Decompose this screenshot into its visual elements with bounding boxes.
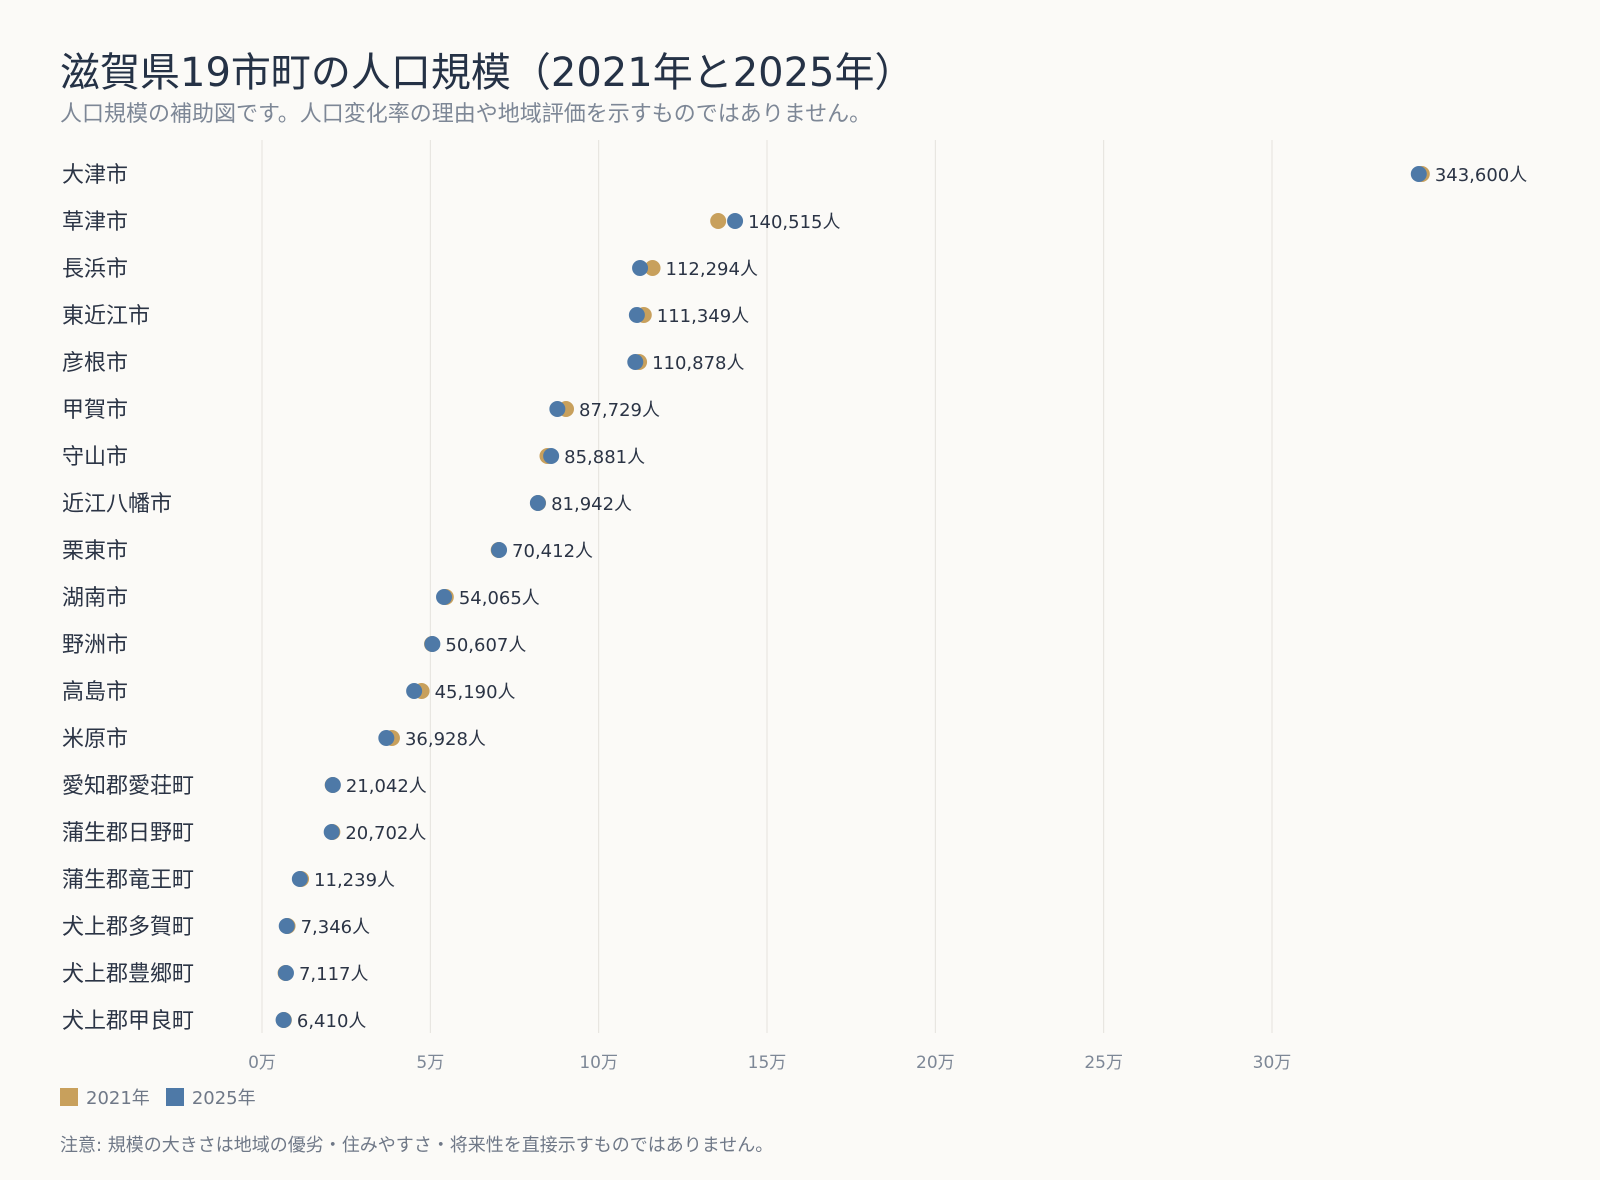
point-2025	[323, 824, 340, 840]
data-label: 70,412人	[512, 541, 593, 562]
data-label: 36,928人	[405, 729, 486, 750]
y-category-label: 犬上郡多賀町	[62, 915, 194, 940]
y-category-label: 犬上郡甲良町	[62, 1009, 194, 1034]
y-category-label: 犬上郡豊郷町	[62, 962, 194, 987]
y-category-label: 栗東市	[62, 539, 128, 564]
point-2025	[436, 589, 453, 605]
point-2021	[644, 260, 661, 276]
data-label: 343,600人	[1435, 165, 1527, 186]
point-2025	[278, 918, 295, 934]
point-2025	[727, 213, 744, 229]
y-category-label: 甲賀市	[62, 398, 128, 423]
legend: 2021年 2025年	[60, 1084, 272, 1110]
legend-label-2025: 2025年	[191, 1088, 256, 1109]
data-label: 7,117人	[299, 964, 369, 985]
y-category-label: 草津市	[62, 210, 128, 235]
point-2025	[543, 448, 560, 464]
y-category-label: 蒲生郡竜王町	[62, 868, 194, 893]
y-category-label: 愛知郡愛荘町	[62, 774, 194, 799]
point-2025	[275, 1012, 292, 1028]
point-2025	[277, 965, 294, 981]
point-2025	[424, 636, 441, 652]
data-label: 87,729人	[579, 400, 660, 421]
data-label: 54,065人	[459, 588, 540, 609]
chart-subtitle: 人口規模の補助図です。人口変化率の理由や地域評価を示すものではありません。	[60, 102, 872, 127]
point-2025	[324, 777, 341, 793]
y-category-label: 高島市	[62, 680, 128, 705]
y-category-label: 野洲市	[62, 633, 128, 658]
y-category-label: 東近江市	[62, 304, 150, 329]
data-label: 112,294人	[666, 259, 758, 280]
data-label: 50,607人	[445, 635, 526, 656]
data-label: 110,878人	[652, 353, 744, 374]
x-tick-label: 25万	[1084, 1053, 1123, 1073]
legend-item-2025: 2025年	[165, 1084, 256, 1110]
y-category-label: 米原市	[62, 727, 128, 752]
y-category-label: 長浜市	[62, 257, 128, 282]
y-category-label: 湖南市	[62, 586, 128, 611]
point-2025	[549, 401, 566, 417]
point-2025	[491, 542, 508, 558]
point-2025	[627, 354, 644, 370]
data-label: 85,881人	[564, 447, 645, 468]
legend-swatch-2021	[60, 1088, 78, 1106]
data-label: 20,702人	[345, 823, 426, 844]
data-label: 140,515人	[748, 212, 840, 233]
x-tick-label: 20万	[916, 1053, 955, 1073]
y-category-label: 近江八幡市	[62, 492, 172, 517]
data-label: 21,042人	[346, 776, 427, 797]
x-tick-label: 10万	[579, 1053, 618, 1073]
point-2025	[406, 683, 423, 699]
data-label: 6,410人	[297, 1011, 367, 1032]
point-2025	[291, 871, 308, 887]
chart-title: 滋賀県19市町の人口規模（2021年と2025年）	[60, 50, 915, 96]
data-label: 7,346人	[301, 917, 371, 938]
legend-swatch-2025	[165, 1088, 184, 1106]
y-category-label: 守山市	[62, 445, 128, 470]
footnote: 注意: 規模の大きさは地域の優劣・住みやすさ・将来性を直接示すものではありません…	[60, 1135, 774, 1156]
data-label: 11,239人	[314, 870, 395, 891]
legend-label-2021: 2021年	[86, 1088, 150, 1109]
point-2025	[632, 260, 649, 276]
x-tick-label: 5万	[416, 1053, 444, 1073]
x-tick-label: 0万	[248, 1053, 276, 1073]
point-2021	[710, 213, 727, 229]
point-2025	[529, 495, 546, 511]
data-label: 45,190人	[435, 682, 516, 703]
point-2025	[1410, 166, 1427, 182]
point-2025	[628, 307, 645, 323]
x-tick-label: 30万	[1253, 1053, 1292, 1073]
point-2025	[378, 730, 395, 746]
y-category-label: 彦根市	[62, 351, 128, 376]
data-label: 111,349人	[657, 306, 749, 327]
legend-item-2021: 2021年	[60, 1084, 150, 1110]
y-category-label: 大津市	[62, 163, 128, 188]
y-category-label: 蒲生郡日野町	[62, 821, 194, 846]
data-label: 81,942人	[551, 494, 632, 515]
x-tick-label: 15万	[748, 1053, 787, 1073]
